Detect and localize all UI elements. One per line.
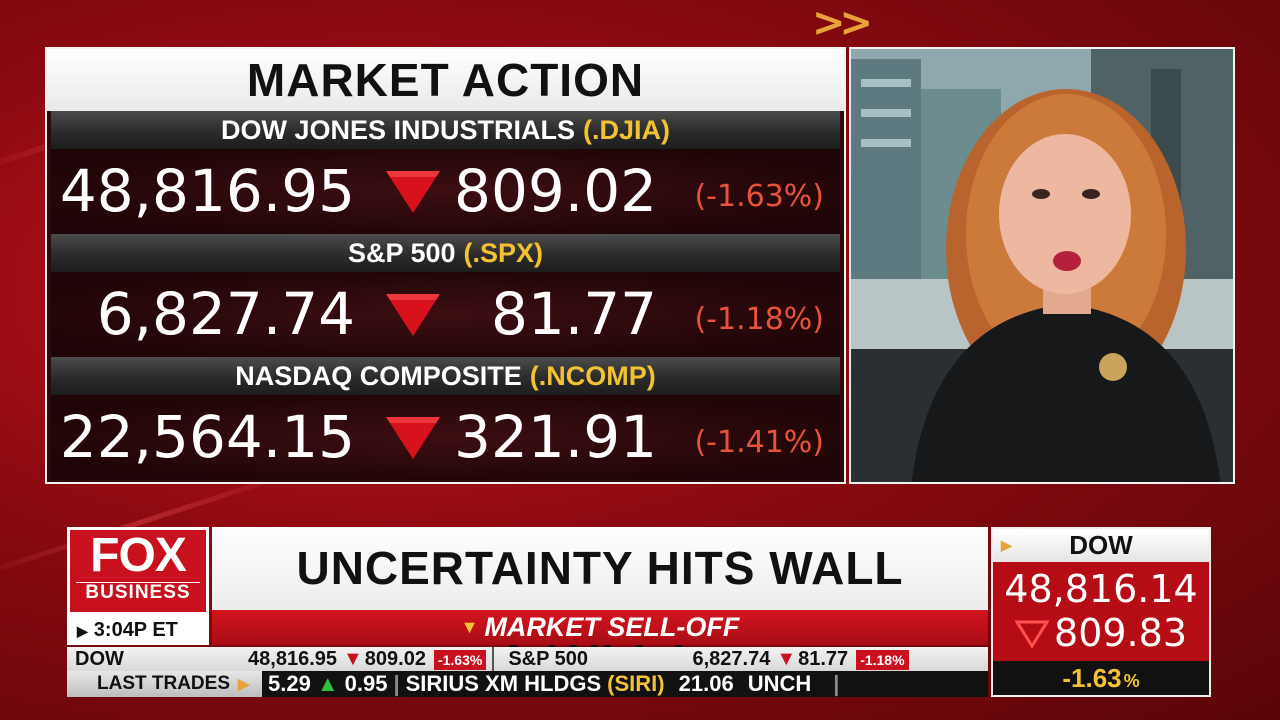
ticker-separator: | — [393, 671, 400, 696]
down-arrow-icon — [386, 294, 440, 336]
ticker-stock-name: SIRIUS XM HLDGS — [405, 671, 602, 696]
index-header-ncomp: NASDAQ COMPOSITE (.NCOMP) — [51, 357, 840, 395]
dow-pct-sign: % — [1123, 671, 1140, 691]
subheadline: ▼ MARKET SELL-OFF — [212, 610, 988, 645]
ticker-index-value: 6,827.74 — [692, 648, 771, 670]
ticker-separator: | — [833, 671, 840, 696]
ticker-stock-price: 21.06 — [678, 671, 734, 696]
dow-label: ▶ DOW — [993, 529, 1209, 562]
ticker-index-value: 48,816.95 — [248, 648, 337, 670]
ticker-stock-change: UNCH — [747, 671, 812, 696]
lower-third: FOX BUSINESS ▶ 3:04P ET UNCERTAINTY HITS … — [67, 527, 988, 697]
index-ticker-row: DOW 48,816.95 ▼ 809.02 -1.63% S&P 500 6,827.74… — [67, 647, 988, 671]
video-feed — [849, 47, 1235, 484]
index-pct: (-1.18%) — [694, 302, 824, 337]
index-change: 321.91 — [454, 403, 657, 471]
logo-business-text: BUSINESS — [76, 582, 200, 603]
index-change: 809.02 — [454, 157, 657, 225]
dow-label-text: DOW — [1069, 530, 1133, 560]
down-triangle-icon: ▼ — [776, 648, 797, 670]
ticker-index-name: S&P 500 — [508, 648, 589, 670]
index-row-djia: 48,816.95 809.02 (-1.63%) — [51, 149, 840, 234]
dow-pct: -1.63% — [993, 661, 1209, 695]
ticker-index-name: DOW — [75, 648, 124, 670]
dow-pct-value: -1.63 — [1062, 663, 1122, 693]
last-trades-ticker: LAST TRADES ▶ 5.29 ▲ 0.95 | SIRIUS XM HLDGS (SI… — [67, 671, 988, 697]
clock-time: 3:04P ET — [93, 619, 178, 641]
subheadline-text: MARKET SELL-OFF — [484, 612, 740, 642]
index-ticker: (.DJIA) — [583, 115, 671, 145]
up-triangle-icon: ▲ — [316, 671, 339, 696]
dow-value: 48,816.14 — [1004, 567, 1198, 611]
clock: ▶ 3:04P ET — [67, 615, 209, 645]
ticker-prev-value: 5.29 — [268, 671, 311, 696]
index-value: 6,827.74 — [96, 280, 355, 348]
ticker-index-pct: -1.63% — [433, 650, 487, 670]
index-value: 48,816.95 — [59, 157, 355, 225]
play-icon: ▶ — [238, 676, 250, 693]
index-header-djia: DOW JONES INDUSTRIALS (.DJIA) — [51, 111, 840, 149]
fox-business-logo: FOX BUSINESS — [67, 527, 209, 615]
play-icon: ▶ — [1001, 537, 1012, 553]
ticker-index-change: 81.77 — [798, 648, 849, 670]
dow-change-row: 809.83 — [993, 610, 1209, 656]
dow-change: 809.83 — [1054, 611, 1187, 655]
headline: UNCERTAINTY HITS WALL STREET — [212, 527, 988, 677]
ticker-separator — [492, 647, 495, 671]
index-pct: (-1.63%) — [694, 179, 824, 214]
down-triangle-icon: ▼ — [460, 617, 479, 637]
index-change: 81.77 — [490, 280, 657, 348]
index-header-spx: S&P 500 (.SPX) — [51, 234, 840, 272]
ticker-index-change: 809.02 — [364, 648, 426, 670]
market-action-title: MARKET ACTION — [47, 49, 844, 111]
ticker-index-pct: -1.18% — [856, 650, 909, 670]
index-row-spx: 6,827.74 81.77 (-1.18%) — [51, 272, 840, 357]
index-name: DOW JONES INDUSTRIALS — [220, 115, 576, 145]
index-name: NASDAQ COMPOSITE — [235, 361, 522, 391]
index-value: 22,564.15 — [59, 403, 355, 471]
down-arrow-icon — [386, 171, 440, 213]
last-trades-text: LAST TRADES — [97, 673, 230, 694]
anchor-video-image — [851, 49, 1233, 482]
market-action-panel: MARKET ACTION DOW JONES INDUSTRIALS (.DJI… — [45, 47, 846, 484]
index-ticker: (.SPX) — [463, 238, 544, 268]
index-pct: (-1.41%) — [694, 425, 824, 460]
logo-fox-text: FOX — [90, 529, 187, 582]
down-arrow-icon — [1015, 620, 1049, 648]
play-icon: ▶ — [77, 623, 88, 639]
ticker-prev-change: 0.95 — [344, 671, 388, 696]
chevron-decoration-icon: >> — [812, 0, 873, 46]
index-ticker: (.NCOMP) — [529, 361, 656, 391]
ticker-stock-symbol: (SIRI) — [607, 671, 665, 696]
down-arrow-icon — [386, 417, 440, 459]
dow-quote-box: ▶ DOW 48,816.14 809.83 -1.63% — [991, 527, 1211, 697]
down-triangle-icon: ▼ — [343, 648, 363, 670]
last-trades-label: LAST TRADES ▶ — [67, 671, 262, 697]
index-row-ncomp: 22,564.15 321.91 (-1.41%) — [51, 395, 840, 480]
index-name: S&P 500 — [347, 238, 456, 268]
